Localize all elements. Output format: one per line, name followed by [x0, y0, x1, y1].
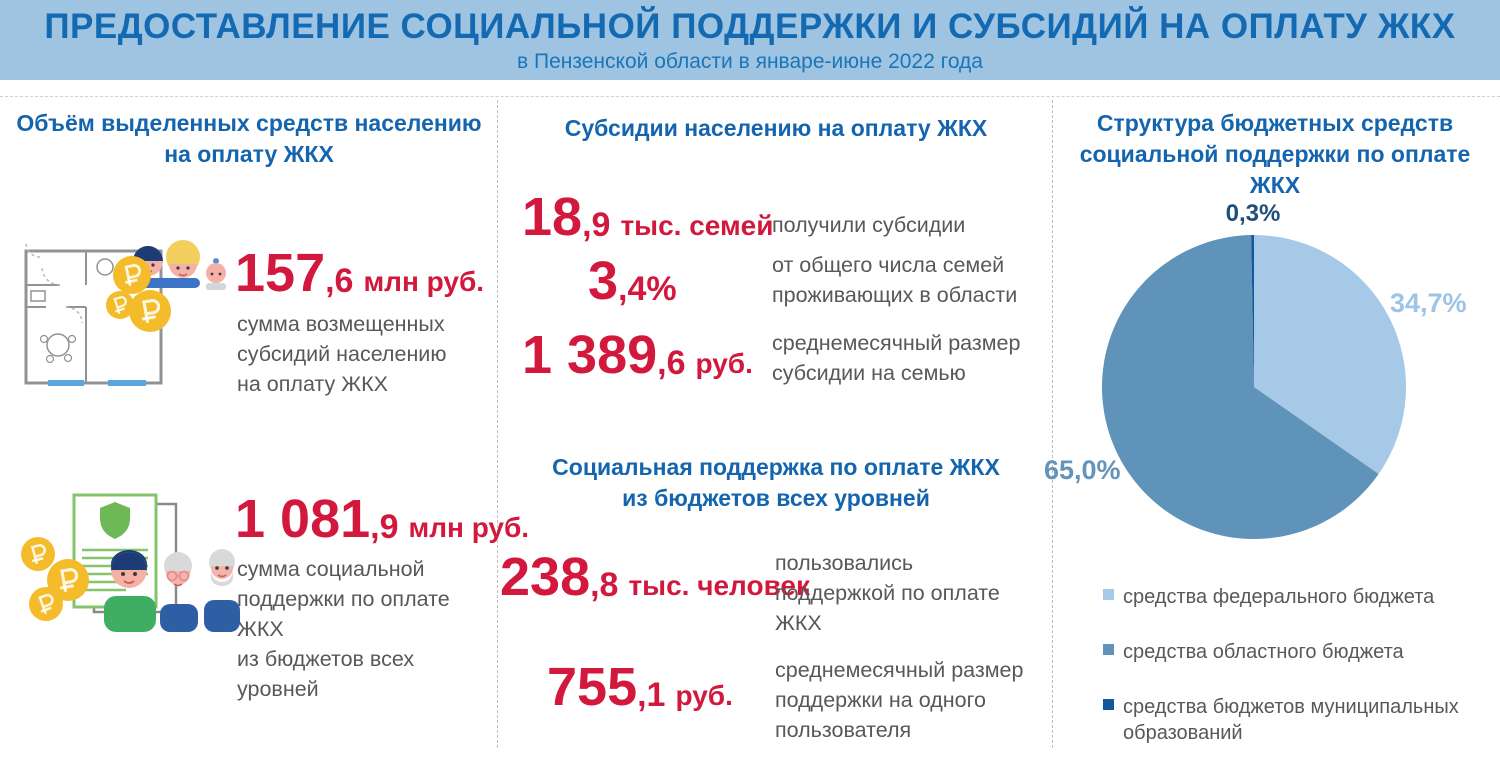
stat-value-main: 18 [522, 187, 583, 247]
ruble-coins [21, 537, 89, 621]
legend-item: средства бюджетов муниципальных образова… [1103, 694, 1498, 746]
stat-value-unit: млн руб. [363, 266, 485, 297]
legend-label: средства областного бюджета [1123, 641, 1404, 663]
stat-value-decimal: ,6 [325, 262, 354, 300]
apartment-floorplan-family-coins-icon [24, 240, 226, 386]
legend-swatch [1103, 589, 1114, 600]
stat-value-unit: тыс. человек [628, 570, 811, 601]
social-support-heading: Социальная поддержка по оплате ЖКХ из бю… [552, 454, 1000, 511]
stat-description: сумма социальной поддержки по оплате ЖКХ… [237, 557, 450, 701]
left-column-heading: Объём выделенных средств населению на оп… [16, 110, 482, 167]
stat-description: пользовались поддержкой по оплате ЖКХ [775, 551, 1000, 635]
stat-value-unit: руб. [695, 348, 753, 379]
stat-description: сумма возмещенных субсидий населению на … [237, 312, 447, 396]
stat-sum-subsidies: 157,6 млн руб. [235, 246, 484, 300]
stat-value-decimal: ,6 [657, 344, 686, 382]
window-sill [108, 380, 146, 386]
stat-avg-subsidy: 1 389,6 руб. [522, 328, 753, 382]
stat-percent-of-families: 3,4% [588, 254, 687, 308]
stat-value-main: 157 [235, 243, 326, 303]
stat-description: получили субсидии [772, 213, 966, 237]
legend-swatch [1103, 644, 1114, 655]
stat-value-unit: тыс. семей [620, 210, 774, 241]
shield-icon [100, 502, 130, 539]
legend-swatch [1103, 699, 1114, 710]
stat-value-main: 755 [547, 657, 638, 717]
window-sill [48, 380, 84, 386]
stat-value-decimal: ,8 [590, 566, 619, 604]
header-banner: ПРЕДОСТАВЛЕНИЕ СОЦИАЛЬНОЙ ПОДДЕРЖКИ И СУ… [0, 0, 1500, 80]
stat-description: среднемесячный размер субсидии на семью [772, 331, 1021, 385]
contract-shield-family-coins-icon [21, 493, 240, 632]
pie-percent-label: 65,0% [1044, 455, 1121, 485]
stat-value-decimal: ,1 [637, 676, 666, 714]
legend-item: средства федерального бюджета [1103, 584, 1498, 610]
stat-value-main: 3 [588, 251, 619, 311]
stat-value-decimal: ,4% [618, 270, 677, 308]
pie-slice [1254, 235, 1406, 475]
stat-sum-social-support: 1 081,9 млн руб. [235, 492, 529, 546]
stat-value-unit: руб. [675, 680, 733, 711]
ruble-coins [106, 256, 171, 332]
stat-value-decimal: ,9 [582, 206, 611, 244]
stat-description: от общего числа семей проживающих в обла… [772, 253, 1018, 307]
stat-value-main: 238 [500, 547, 591, 607]
pie-chart [1102, 235, 1406, 539]
stat-value-decimal: ,9 [370, 508, 399, 546]
family-figures [104, 549, 240, 632]
stat-avg-support: 755,1 руб. [547, 660, 733, 714]
column-divider-right [1052, 100, 1053, 748]
stat-description: среднемесячный размер поддержки на одног… [775, 658, 1024, 742]
pie-percent-label: 34,7% [1390, 288, 1467, 318]
pie-slice [1251, 235, 1254, 387]
stat-value-main: 1 389 [522, 325, 658, 385]
legend-label: средства бюджетов муниципальных образова… [1123, 696, 1459, 744]
pie-percent-label: 0,3% [1225, 200, 1281, 227]
stat-people-used-support: 238,8 тыс. человек [500, 550, 810, 604]
stat-value-unit: млн руб. [408, 512, 530, 543]
stat-families-received: 18,9 тыс. семей [522, 190, 773, 244]
stat-value-main: 1 081 [235, 489, 371, 549]
legend-item: средства областного бюджета [1103, 639, 1498, 665]
pie-slice [1102, 235, 1379, 539]
header-divider [0, 96, 1500, 97]
budget-structure-heading: Структура бюджетных средств социальной п… [1079, 110, 1471, 198]
page-title: ПРЕДОСТАВЛЕНИЕ СОЦИАЛЬНОЙ ПОДДЕРЖКИ И СУ… [44, 7, 1456, 46]
column-divider-left [497, 100, 498, 748]
page-subtitle: в Пензенской области в январе-июне 2022 … [517, 50, 983, 73]
legend-label: средства федерального бюджета [1123, 586, 1435, 608]
subsidies-heading: Субсидии населению на оплату ЖКХ [564, 115, 988, 141]
